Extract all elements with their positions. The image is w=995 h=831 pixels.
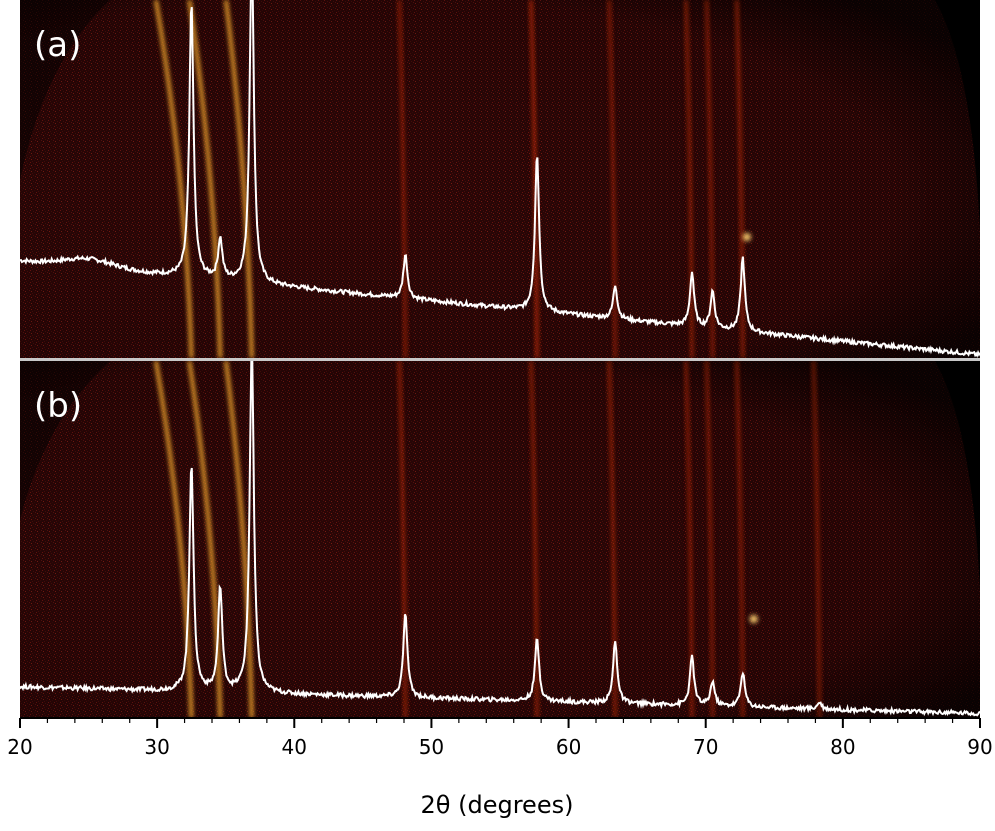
x-tick-label: 50 bbox=[419, 735, 444, 759]
diffraction-ring bbox=[397, 361, 407, 718]
x-tick-label: 70 bbox=[693, 735, 718, 759]
diffraction-ring bbox=[735, 0, 745, 358]
diffraction-ring bbox=[223, 0, 254, 358]
panel-b-xrd-trace bbox=[20, 361, 980, 717]
x-tick-label: 60 bbox=[556, 735, 581, 759]
x-tick-label: 40 bbox=[282, 735, 307, 759]
x-axis-tick-labels: 20 30 40 50 60 70 80 90 bbox=[7, 735, 992, 759]
diffraction-ring bbox=[187, 0, 223, 358]
x-tick-label: 20 bbox=[7, 735, 32, 759]
diffraction-ring bbox=[684, 361, 694, 718]
x-axis-label: 2θ (degrees) bbox=[421, 791, 574, 819]
diffraction-ring bbox=[735, 361, 745, 718]
panel-a-xrd-trace bbox=[20, 0, 980, 358]
panel-b-diffraction-rings bbox=[153, 361, 822, 718]
diffraction-ring bbox=[153, 0, 194, 358]
diffraction-ring bbox=[397, 0, 407, 358]
x-axis-ticks bbox=[19, 718, 981, 728]
diffraction-ring bbox=[607, 361, 617, 718]
diffraction-ring bbox=[529, 361, 539, 718]
diffraction-ring bbox=[187, 361, 223, 718]
panel-a bbox=[20, 0, 980, 358]
panel-divider bbox=[20, 358, 980, 361]
panel-b-bright-spot bbox=[749, 615, 758, 623]
diffraction-ring bbox=[812, 361, 822, 718]
diffraction-ring bbox=[607, 0, 617, 358]
x-tick-label: 30 bbox=[144, 735, 169, 759]
x-axis: 20 30 40 50 60 70 80 90 bbox=[7, 717, 993, 759]
x-tick-label: 80 bbox=[830, 735, 855, 759]
panel-a-bright-spot bbox=[742, 233, 751, 241]
diffraction-ring bbox=[705, 0, 715, 358]
diffraction-ring bbox=[153, 361, 194, 718]
diffraction-ring bbox=[705, 361, 715, 718]
diffraction-ring bbox=[223, 361, 254, 718]
x-tick-label: 90 bbox=[967, 735, 992, 759]
panel-a-label: (a) bbox=[34, 25, 81, 65]
diffraction-ring bbox=[684, 0, 694, 358]
panel-a-diffraction-rings bbox=[153, 0, 745, 358]
panel-b bbox=[20, 361, 980, 718]
panel-b-label: (b) bbox=[34, 386, 82, 426]
